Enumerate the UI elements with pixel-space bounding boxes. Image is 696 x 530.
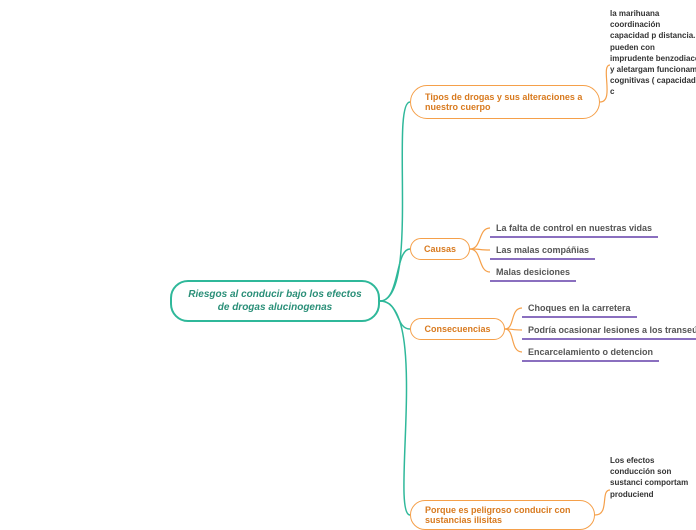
branch-causas[interactable]: Causas [410,238,470,260]
branch-porque[interactable]: Porque es peligroso conducir con sustanc… [410,500,595,530]
leaf-causas-2[interactable]: Malas desiciones [490,263,576,282]
root-node[interactable]: Riesgos al conducir bajo los efectos de … [170,280,380,322]
branch-consecuencias[interactable]: Consecuencias [410,318,505,340]
leaf-consec-0[interactable]: Choques en la carretera [522,299,637,318]
textblock-tipos: la marihuana coordinación capacidad p di… [610,8,696,98]
branch-tipos[interactable]: Tipos de drogas y sus alteraciones a nue… [410,85,600,119]
textblock-porque: Los efectos conducción son sustanci comp… [610,455,696,500]
leaf-causas-1[interactable]: Las malas compáñias [490,241,595,260]
leaf-causas-0[interactable]: La falta de control en nuestras vidas [490,219,658,238]
leaf-consec-2[interactable]: Encarcelamiento o detencion [522,343,659,362]
leaf-consec-1[interactable]: Podría ocasionar lesiones a los transeún… [522,321,696,340]
connector-layer [0,0,696,520]
